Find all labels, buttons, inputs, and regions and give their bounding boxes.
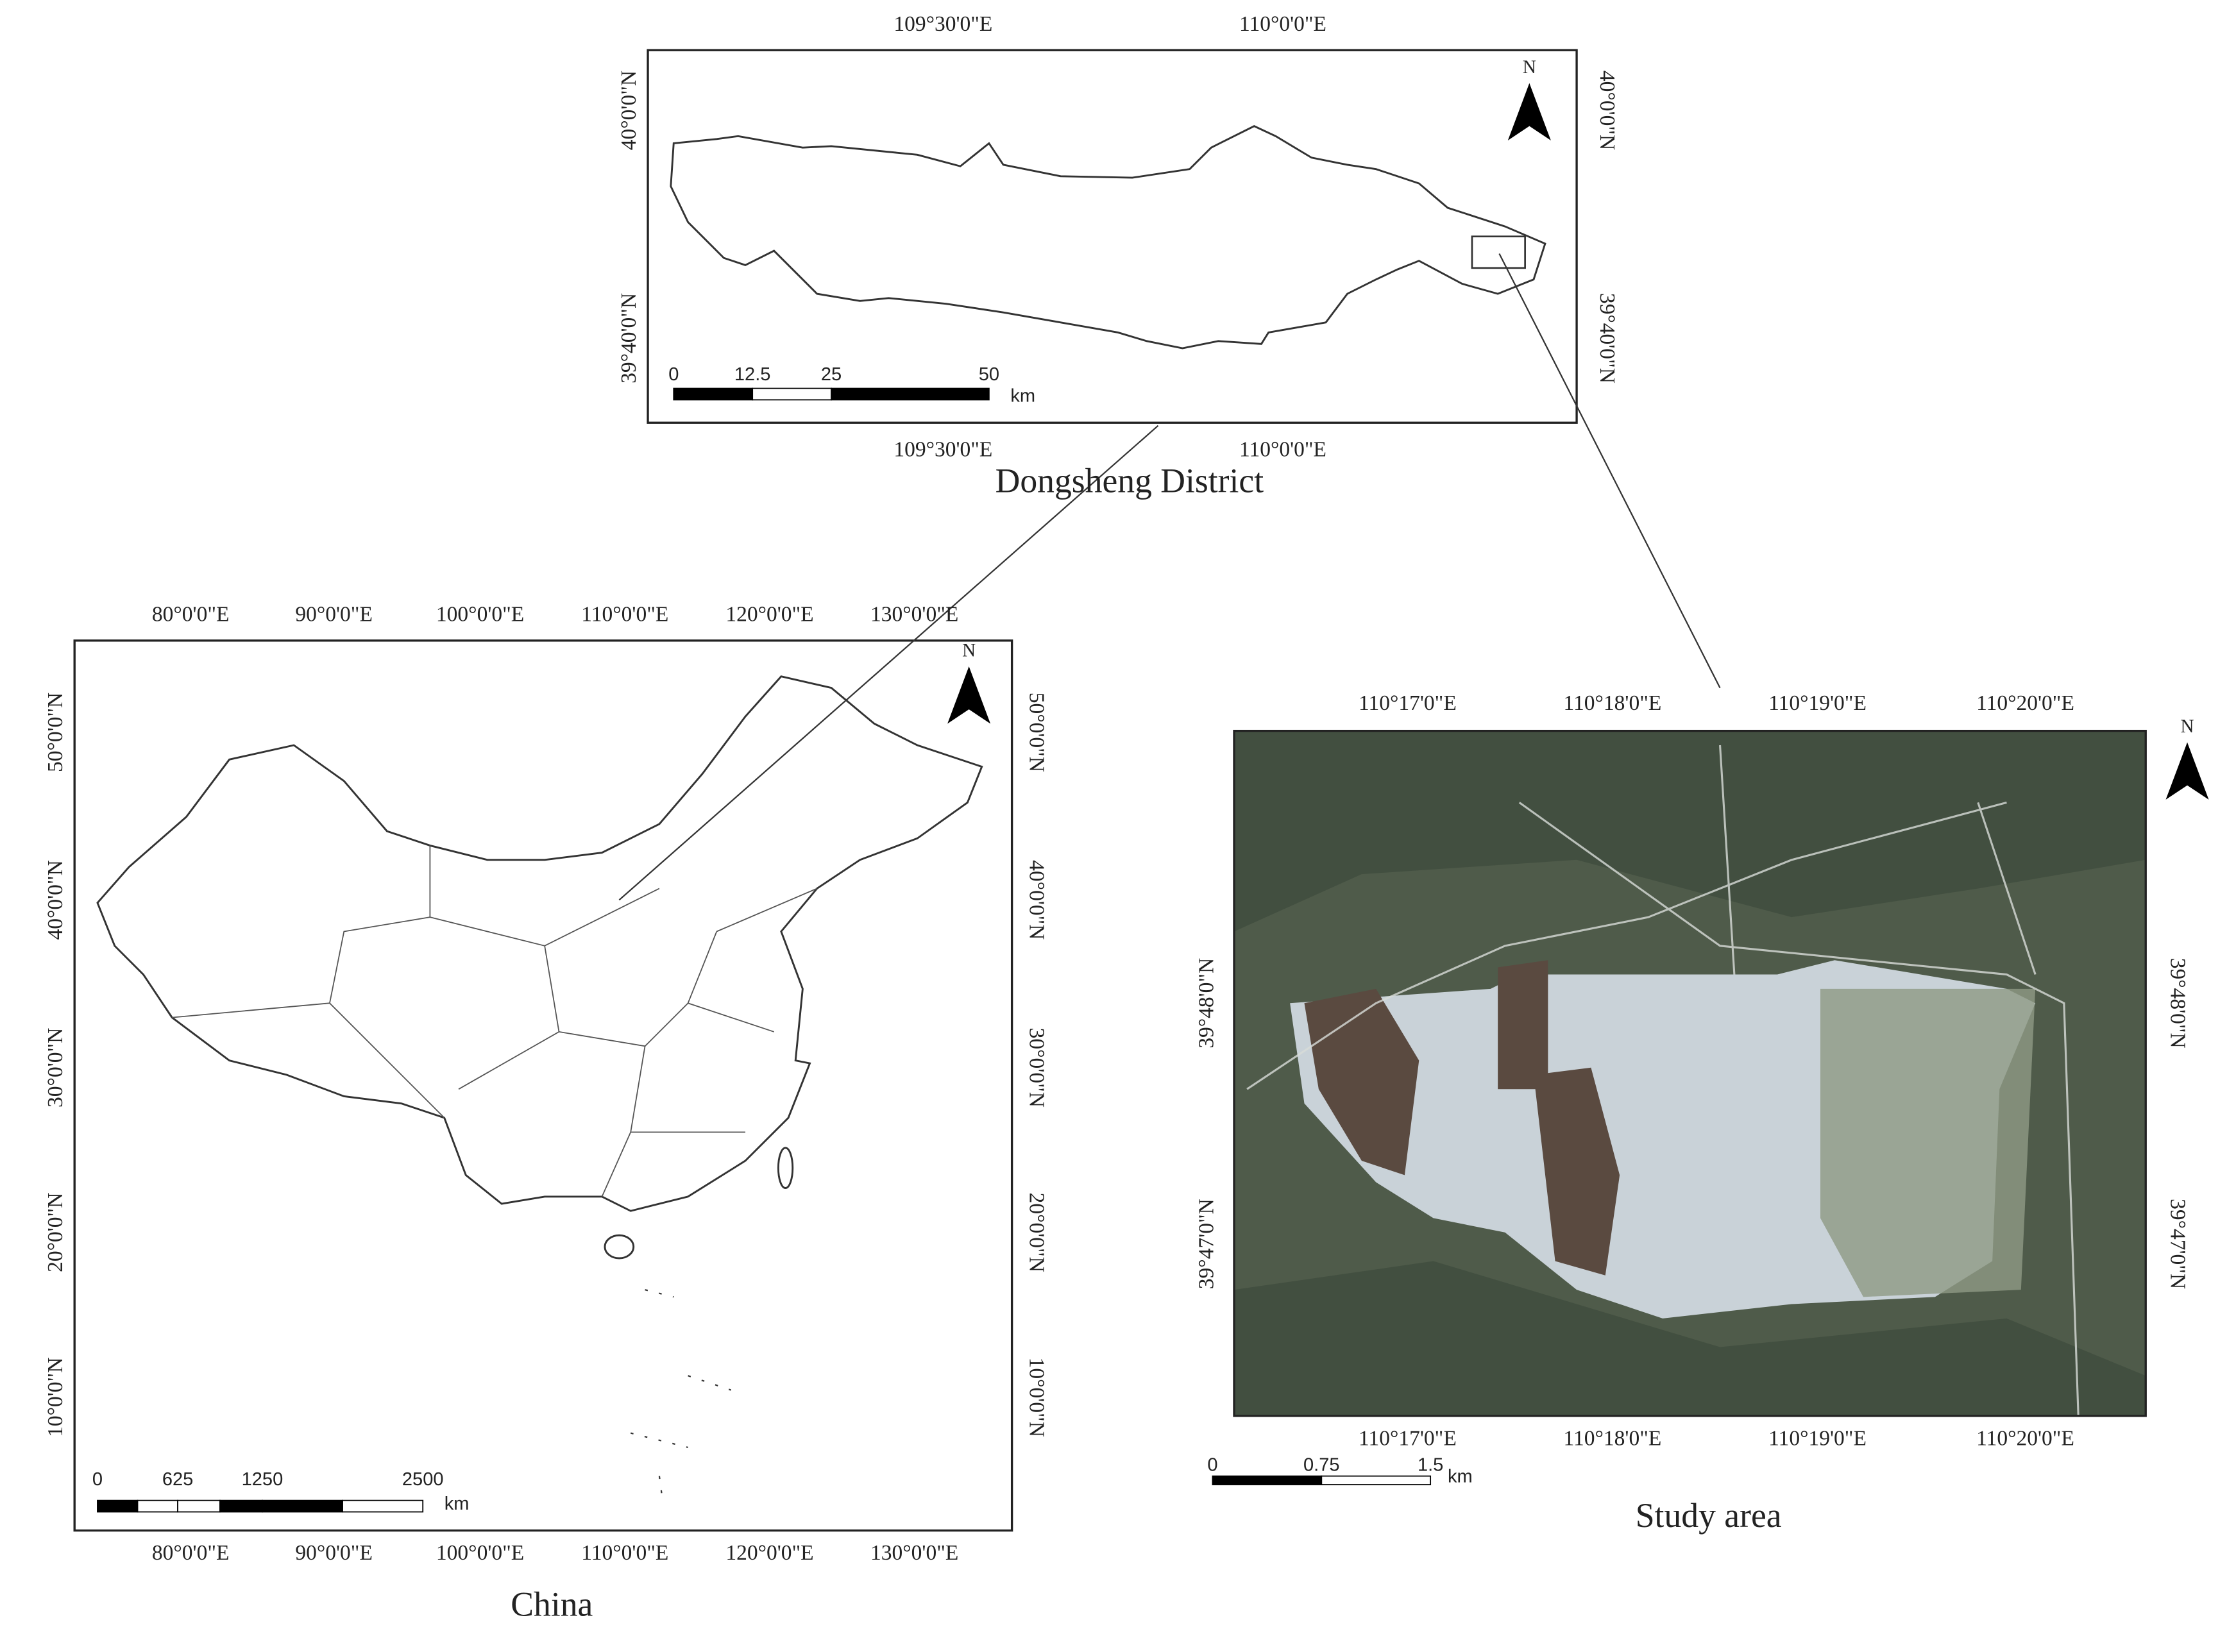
bottom-tick-label: 110°18'0"E [1564, 1426, 1662, 1450]
north-arrow [947, 666, 991, 724]
left-tick-label: 30°0'0"N [44, 1028, 67, 1108]
top-tick-label: 80°0'0"E [152, 603, 230, 627]
scale-segment [177, 1499, 221, 1513]
left-tick-label: 10°0'0"N [44, 1358, 67, 1437]
north-label: N [2181, 716, 2194, 737]
scale-segment [831, 387, 990, 401]
scale-segment [262, 1499, 343, 1513]
left-tick-label: 39°48'0"N [1194, 958, 1218, 1049]
top-tick-label: 110°17'0"E [1359, 691, 1457, 715]
top-tick-label: 110°20'0"E [1976, 691, 2074, 715]
bottom-tick-label: 110°19'0"E [1768, 1426, 1867, 1450]
bottom-tick-label: 110°0'0"E [1239, 438, 1326, 462]
top-tick-label: 90°0'0"E [295, 603, 373, 627]
scale-unit: km [445, 1494, 470, 1514]
scale-label: 50 [979, 364, 999, 385]
scale-label: 625 [162, 1469, 193, 1490]
scale-segment [752, 387, 832, 401]
roads [1246, 745, 2079, 1416]
scale-segment [219, 1499, 263, 1513]
bottom-tick-label: 100°0'0"E [436, 1541, 524, 1565]
north-arrow [2165, 742, 2209, 800]
north-label: N [962, 640, 976, 661]
scale-label: 0 [668, 364, 679, 385]
connector [618, 425, 1159, 901]
right-tick-label: 30°0'0"N [1025, 1028, 1049, 1108]
scale-label: 0 [92, 1469, 103, 1490]
province-lines [172, 845, 818, 1197]
china-outline [96, 675, 983, 1212]
right-tick-label: 10°0'0"N [1025, 1358, 1049, 1437]
scale-segment [137, 1499, 178, 1513]
hainan [604, 1234, 635, 1260]
panel-title: China [511, 1585, 593, 1624]
left-tick-label: 39°47'0"N [1194, 1199, 1218, 1289]
right-tick-label: 39°47'0"N [2165, 1199, 2189, 1289]
right-tick-label: 20°0'0"N [1025, 1193, 1049, 1272]
fields [1820, 988, 2036, 1297]
top-tick-label: 130°0'0"E [870, 603, 958, 627]
top-tick-label: 120°0'0"E [725, 603, 813, 627]
scale-segment [673, 387, 754, 401]
scale-label: 12.5 [734, 364, 771, 385]
district-outline [670, 125, 1546, 350]
scale-unit: km [1448, 1467, 1473, 1487]
scale-label: 1.5 [1418, 1455, 1443, 1476]
scale-label: 0 [1207, 1455, 1217, 1476]
right-tick-label: 39°40'0"N [1595, 293, 1619, 384]
top-tick-label: 110°0'0"E [1239, 12, 1326, 36]
bottom-tick-label: 110°20'0"E [1976, 1426, 2074, 1450]
bottom-tick-label: 90°0'0"E [295, 1541, 373, 1565]
top-tick-label: 100°0'0"E [436, 603, 524, 627]
bottom-tick-label: 130°0'0"E [870, 1541, 958, 1565]
bottom-tick-label: 110°17'0"E [1359, 1426, 1457, 1450]
left-tick-label: 40°0'0"N [617, 71, 641, 150]
right-tick-label: 40°0'0"N [1025, 860, 1049, 940]
scale-label: 0.75 [1303, 1455, 1340, 1476]
connector [1498, 253, 1721, 689]
left-tick-label: 20°0'0"N [44, 1193, 67, 1272]
top-tick-label: 110°0'0"E [581, 603, 668, 627]
north-arrow [1507, 83, 1551, 140]
bottom-tick-label: 80°0'0"E [152, 1541, 230, 1565]
pits [1304, 960, 1620, 1276]
panel-title: Dongsheng District [995, 462, 1264, 500]
islands [630, 1289, 732, 1498]
bottom-tick-label: 110°0'0"E [581, 1541, 668, 1565]
right-tick-label: 50°0'0"N [1025, 693, 1049, 772]
study-box [1471, 235, 1526, 269]
taiwan [777, 1147, 794, 1189]
top-tick-label: 109°30'0"E [894, 12, 992, 36]
panel-title: Study area [1636, 1496, 1782, 1535]
scale-segment [1212, 1475, 1323, 1485]
scale-label: 2500 [402, 1469, 444, 1490]
left-tick-label: 40°0'0"N [44, 860, 67, 940]
scale-segment [342, 1499, 424, 1513]
bottom-tick-label: 109°30'0"E [894, 438, 992, 462]
scale-label: 1250 [242, 1469, 284, 1490]
bottom-tick-label: 120°0'0"E [725, 1541, 813, 1565]
scale-label: 25 [821, 364, 842, 385]
left-tick-label: 39°40'0"N [617, 293, 641, 384]
left-tick-label: 50°0'0"N [44, 693, 67, 772]
panel-frame [1233, 729, 2147, 1417]
panel-frame [73, 639, 1013, 1532]
panel-frame [647, 49, 1578, 424]
top-tick-label: 110°18'0"E [1564, 691, 1662, 715]
scale-unit: km [1010, 386, 1035, 407]
scale-segment [1321, 1475, 1432, 1485]
right-tick-label: 40°0'0"N [1595, 71, 1619, 150]
terrain [1234, 730, 2146, 1416]
right-tick-label: 39°48'0"N [2165, 958, 2189, 1049]
scale-segment [97, 1499, 139, 1513]
north-label: N [1523, 57, 1536, 78]
top-tick-label: 110°19'0"E [1768, 691, 1867, 715]
